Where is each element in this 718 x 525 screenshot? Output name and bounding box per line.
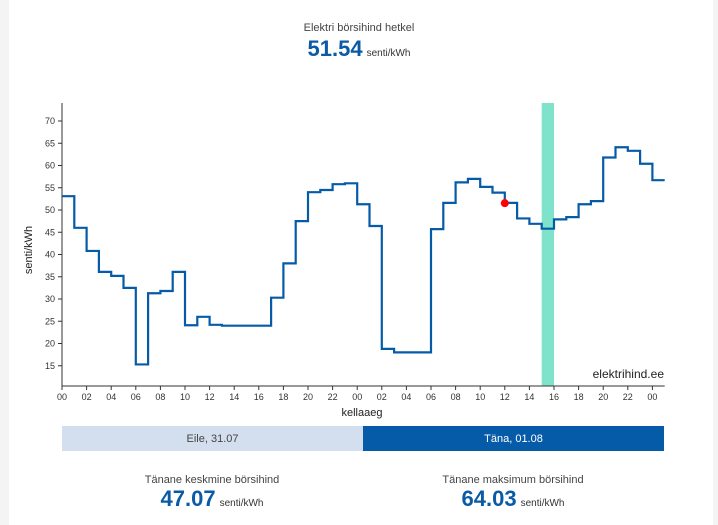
y-tick-label: 50 [45, 205, 55, 215]
y-tick-label: 25 [45, 316, 55, 326]
x-tick-label: 06 [131, 392, 141, 402]
x-tick-label: 20 [598, 392, 608, 402]
x-tick-label: 00 [647, 392, 657, 402]
current-price: Elektri börsihind hetkel 51.54 senti/kWh [0, 22, 718, 62]
x-tick-label: 08 [451, 392, 461, 402]
y-tick-label: 40 [45, 250, 55, 260]
x-tick-label: 00 [352, 392, 362, 402]
x-tick-label: 02 [377, 392, 387, 402]
y-tick-label: 15 [45, 361, 55, 371]
current-price-value: 51.54 [307, 36, 363, 61]
watermark: elektrihind.ee [593, 367, 665, 381]
current-price-point [500, 199, 509, 208]
stat-maximum: Tänane maksimum börsihind 64.03 senti/kWh [363, 474, 663, 512]
x-tick-label: 04 [401, 392, 411, 402]
stat-average-value: 47.07 [160, 486, 216, 511]
stat-maximum-value: 64.03 [461, 486, 517, 511]
x-tick-label: 12 [500, 392, 510, 402]
x-axis-label: kellaaeg [342, 407, 383, 419]
y-tick-label: 45 [45, 227, 55, 237]
y-tick-label: 55 [45, 183, 55, 193]
x-tick-label: 04 [106, 392, 116, 402]
x-tick-label: 18 [278, 392, 288, 402]
stat-average-label: Tänane keskmine börsihind [144, 474, 280, 486]
y-tick-label: 20 [45, 339, 55, 349]
price-line [62, 146, 665, 366]
x-tick-label: 14 [229, 392, 239, 402]
x-tick-label: 22 [328, 392, 338, 402]
x-tick-label: 18 [574, 392, 584, 402]
x-tick-label: 22 [623, 392, 633, 402]
stat-maximum-unit: senti/kWh [520, 498, 565, 509]
current-hour-highlight [541, 103, 554, 386]
day-tabs: Eile, 31.07 Täna, 01.08 [62, 426, 664, 451]
tab-yesterday[interactable]: Eile, 31.07 [62, 426, 363, 451]
x-tick-label: 14 [524, 392, 534, 402]
x-tick-label: 12 [205, 392, 215, 402]
x-tick-label: 06 [426, 392, 436, 402]
y-tick-label: 70 [45, 116, 55, 126]
y-axis-label: senti/kWh [23, 226, 35, 274]
x-tick-label: 10 [180, 392, 190, 402]
x-tick-label: 02 [82, 392, 92, 402]
stat-maximum-label: Tänane maksimum börsihind [442, 474, 584, 486]
tab-today[interactable]: Täna, 01.08 [363, 426, 664, 451]
y-tick-label: 35 [45, 272, 55, 282]
x-tick-label: 16 [254, 392, 264, 402]
x-tick-label: 10 [475, 392, 485, 402]
x-tick-label: 00 [57, 392, 67, 402]
stat-average-unit: senti/kWh [219, 498, 264, 509]
current-price-unit: senti/kWh [366, 48, 411, 59]
x-tick-label: 16 [549, 392, 559, 402]
x-tick-label: 08 [155, 392, 165, 402]
y-tick-label: 65 [45, 138, 55, 148]
y-tick-label: 60 [45, 161, 55, 171]
stat-average: Tänane keskmine börsihind 47.07 senti/kWh [62, 474, 362, 512]
y-tick-label: 30 [45, 294, 55, 304]
current-price-label: Elektri börsihind hetkel [303, 22, 415, 34]
x-tick-label: 20 [303, 392, 313, 402]
